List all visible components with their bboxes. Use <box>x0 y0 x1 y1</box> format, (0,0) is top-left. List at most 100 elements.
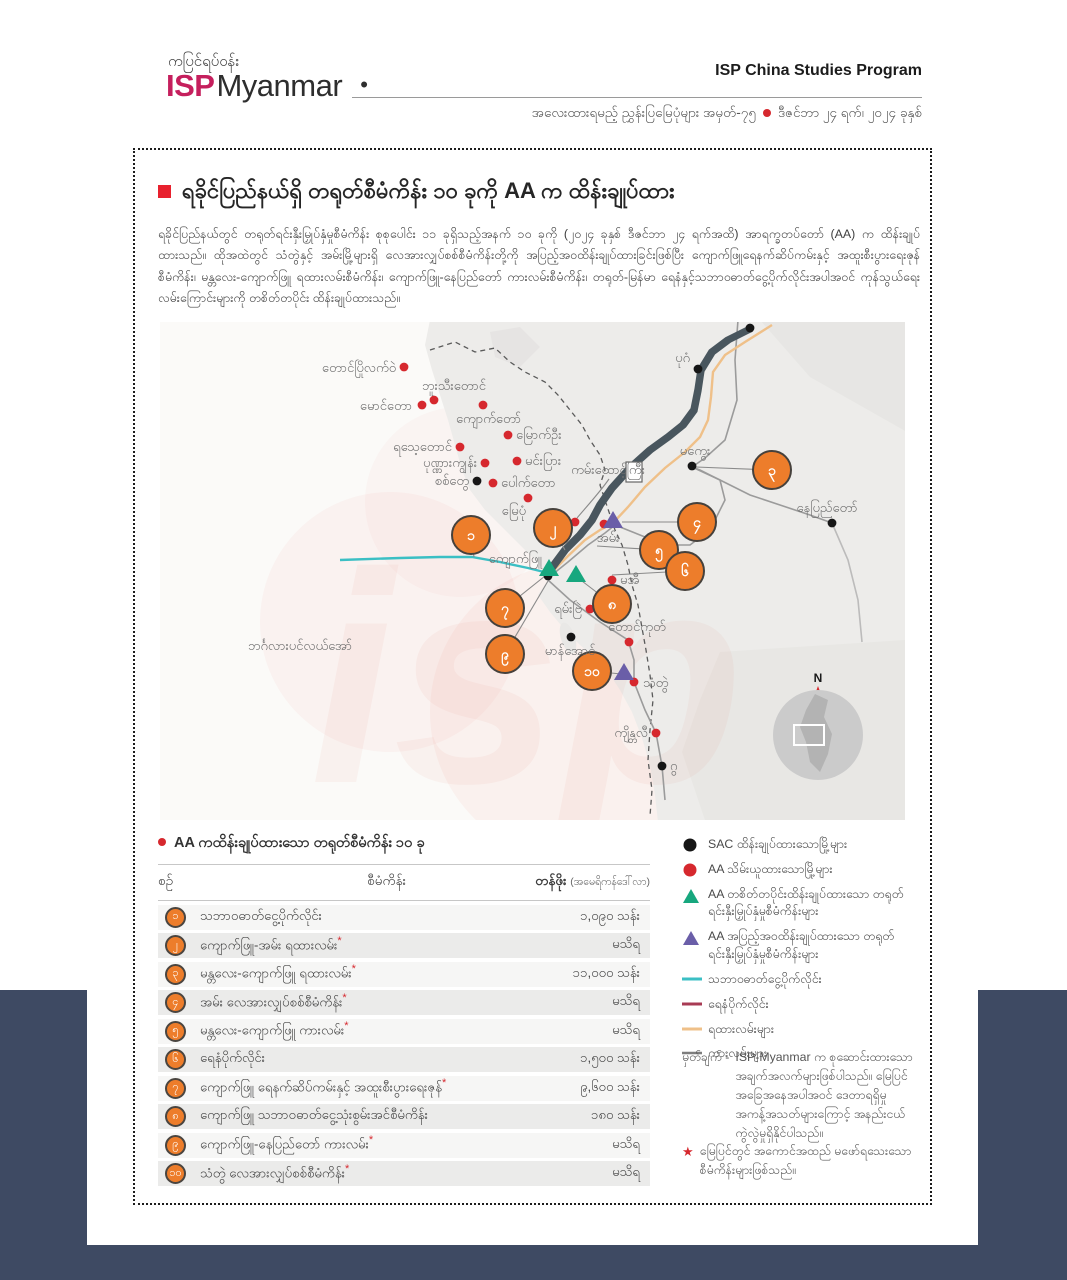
full-control-project-triangle <box>603 511 623 528</box>
projects-table: AA ကထိန်းချုပ်ထားသော တရုတ်စီမံကိန်း ၁၀ ခ… <box>158 834 650 1186</box>
town-label: မြောက်ဦး <box>516 426 562 445</box>
isp-myanmar-logo: ISPMyanmar • <box>166 68 368 104</box>
aa-town-marker <box>503 430 513 440</box>
town-label: မာန်အောင် <box>545 643 596 661</box>
intro-paragraph: ရခိုင်ပြည်နယ်တွင် တရုတ်ရင်းနှီးမြှုပ်နှံ… <box>158 227 920 305</box>
project-number: ၅ <box>655 542 664 562</box>
column-header-value: တန်ဖိုး (အမေရိကန်ဒေါ်လာ) <box>535 872 650 892</box>
dotted-border-frame <box>133 148 932 1205</box>
aa-town-marker <box>523 493 533 503</box>
town-label: ပုဏ္ဏားကျွန်း <box>423 455 477 474</box>
red-square-bullet-icon <box>158 185 171 198</box>
project-name: မန္တလေး-ကျောက်ဖြူ ကားလမ်း* <box>200 1020 349 1038</box>
project-value: မသိရ <box>612 1164 640 1179</box>
aa-town-marker <box>399 362 409 372</box>
legend-label: AA အပြည့်အဝထိန်းချုပ်ထားသော တရုတ်ရင်းနှီ… <box>708 929 895 962</box>
town-label: မောင်တော <box>360 398 412 413</box>
project-number-circle <box>572 651 612 691</box>
table-row: ၅ မန္တလေး-ကျောက်ဖြူ ကားလမ်း* မသိရ <box>158 1018 650 1044</box>
full-control-project-triangle <box>614 663 634 680</box>
project-name: ကျောက်ဖြူ-အမ်း ရထားလမ်း* <box>200 934 342 953</box>
sac-town-marker <box>566 632 576 642</box>
maroon-line-icon <box>682 997 708 1011</box>
gray-line-icon <box>682 1046 708 1060</box>
legend-item: SAC ထိန်းချုပ်ထားသောမြို့များ <box>682 836 932 854</box>
legend-label: သဘာဝဓာတ်ငွေ့ပိုက်လိုင်း <box>708 971 822 986</box>
row-number-badge: ၁ <box>165 906 186 928</box>
aa-town-marker <box>455 442 465 452</box>
project-value: ၁၁,၀၀၀ သန်း <box>572 964 640 980</box>
town-label: ကျောက်ဖြူ <box>489 550 543 569</box>
row-number-badge: ၇ <box>165 1077 186 1099</box>
aa-town-marker <box>570 517 580 527</box>
compass-n-label: N <box>814 671 823 685</box>
legend-label: ရေနံပိုက်လိုင်း <box>708 996 769 1011</box>
project-number: ၃ <box>768 462 776 482</box>
town-label: မြေပုံ <box>502 502 526 521</box>
table-row: ၇ ကျောက်ဖြူ ရေနက်ဆိပ်ကမ်းနှင့် အထူးစီးပွာ… <box>158 1075 650 1101</box>
table-header-row: စဉ် စီမံကိန်း တန်ဖိုး (အမေရိကန်ဒေါ်လာ) <box>158 864 650 901</box>
aa-town-marker <box>651 728 661 738</box>
table-body: ၁သဘာဝဓာတ်ငွေ့ပိုက်လိုင်း ၁,၀၉၀ သန်း၂ကျောက… <box>158 904 650 1186</box>
row-number-badge: ၉ <box>165 1134 186 1156</box>
sac-town-marker <box>472 476 482 486</box>
kanhtaunggyi-box-icon <box>625 461 643 483</box>
project-number: ၈ <box>608 596 617 612</box>
project-number: ၂ <box>550 520 558 540</box>
aa-town-marker <box>512 456 522 466</box>
legend-item: AA အပြည့်အဝထိန်းချုပ်ထားသော တရုတ်ရင်းနှီ… <box>682 928 932 964</box>
town-label: ရသေ့တောင် <box>393 439 453 457</box>
column-header-no: စဉ် <box>158 873 174 888</box>
town-label: ပုဂံ <box>675 350 690 368</box>
asterisk-marker: * <box>342 991 347 1004</box>
inset-myanmar-shape <box>800 694 832 772</box>
town-label: ရမ်းဗြဲ <box>554 601 582 619</box>
aa-town-marker <box>488 478 498 488</box>
project-value: မသိရ <box>612 1021 640 1037</box>
column-header-value-unit: (အမေရိကန်ဒေါ်လာ) <box>570 876 650 888</box>
asterisk-note-text: မြေပြင်တွင် အကောင်အထည် မဖော်ရသေးသော စီမံ… <box>699 1144 912 1178</box>
table-row: ၃ မန္တလေး-ကျောက်ဖြူ ရထားလမ်း* ၁၁,၀၀၀ သန်း <box>158 961 650 987</box>
town-label: မကွေး <box>680 443 711 461</box>
headline: ရခိုင်ပြည်နယ်ရှိ တရုတ်စီမံကိန်း ၁၀ ခုကို… <box>158 176 918 209</box>
sac-dot-icon <box>682 837 708 853</box>
legend-label: AA တစိတ်တပိုင်းထိန်းချုပ်ထားသော တရုတ်ရင်… <box>708 886 904 919</box>
teal-line-icon <box>682 972 708 986</box>
inset-highlight-box <box>793 724 825 746</box>
note-text: ISP-Myanmar က စုဆောင်းထားသော အချက်အလက်မျ… <box>735 1050 913 1141</box>
project-value: ၁၈၀ သန်း <box>591 1107 640 1122</box>
town-label: ပေါက်တော <box>501 475 556 490</box>
partial-control-project-triangle <box>566 565 586 582</box>
sac-town-marker <box>827 518 837 528</box>
table-row: ၂ ကျောက်ဖြူ-အမ်း ရထားလမ်း* မသိရ <box>158 933 650 958</box>
aa-town-marker <box>624 637 634 647</box>
row-number-badge: ၁၀ <box>165 1163 186 1184</box>
legend-label: SAC ထိန်းချုပ်ထားသောမြို့များ <box>708 837 848 851</box>
program-title: ISP China Studies Program <box>715 62 922 79</box>
asterisk-marker: * <box>344 1020 349 1033</box>
aa-town-marker <box>480 458 490 468</box>
project-number: ၄ <box>693 514 701 534</box>
project-number: ၉ <box>501 646 510 666</box>
table-row: ၆ ရေနံပိုက်လိုင်း ၁,၅၀၀ သန်း <box>158 1047 650 1072</box>
issue-series: အလေးထားရမည့် ညွှန်းပြမြေပုံများ အမှတ်-၇၅ <box>531 105 756 120</box>
aa-town-marker <box>607 575 617 585</box>
project-number-circle <box>451 515 491 555</box>
town-label: ဂွ <box>670 758 677 776</box>
town-labels: တောင်ပြိုလက်ဝဲဘူးသီးတောင်မောင်တောကျောက်တ… <box>322 350 858 776</box>
project-name: သံတွဲ လေအားလျှပ်စစ်စီမံကိန်း* <box>200 1162 350 1181</box>
project-name: သဘာဝဓာတ်ငွေ့ပိုက်လိုင်း <box>200 907 322 923</box>
project-number-circle <box>665 551 705 591</box>
column-header-value-text: တန်ဖိုး <box>535 873 567 888</box>
town-label: စစ်တွေ <box>435 473 469 491</box>
legend-item: AA သိမ်းယူထားသောမြို့များ <box>682 861 932 879</box>
project-value: မသိရ <box>612 993 640 1008</box>
table-title-dot-icon <box>158 838 166 846</box>
issue-line: အလေးထားရမည့် ညွှန်းပြမြေပုံများ အမှတ်-၇၅… <box>532 104 922 124</box>
table-title: AA ကထိန်းချုပ်ထားသော တရုတ်စီမံကိန်း ၁၀ ခ… <box>158 834 650 855</box>
town-label: အမ်း <box>597 530 620 545</box>
town-label: တောင်ပြိုလက်ဝဲ <box>322 359 396 378</box>
town-label: တောင်ကုတ် <box>608 619 666 637</box>
town-label: ကျိန္တလီ <box>614 725 648 743</box>
